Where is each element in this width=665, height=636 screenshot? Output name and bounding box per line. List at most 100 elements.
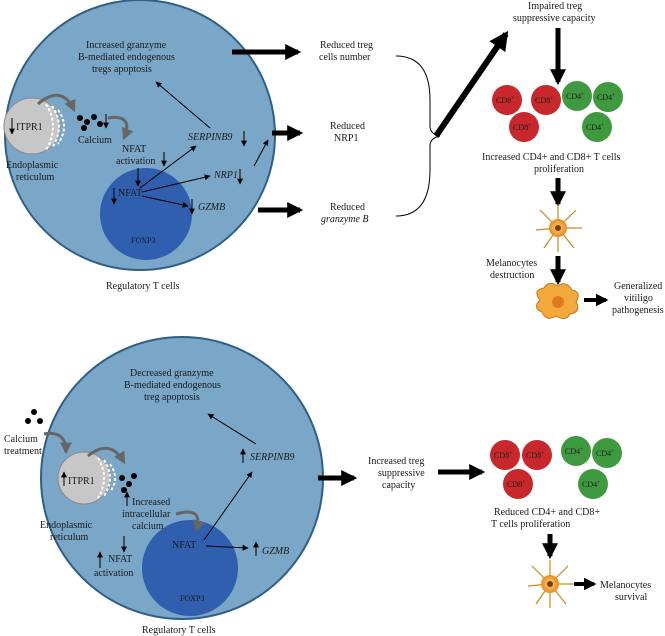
- top-cd4-cell-2: [593, 82, 623, 112]
- bottom-cd4-cell-3: [578, 469, 608, 499]
- top-er-label-1: Endoplasmic: [6, 160, 59, 171]
- top-foxp3-label: FOXP3: [131, 236, 155, 245]
- svg-text:CD4+: CD4+: [596, 449, 615, 458]
- bottom-nfat-activation-1: NFAT: [108, 554, 132, 565]
- top-reduced-treg-1: Reduced treg: [320, 40, 373, 51]
- bottom-cell-label: Regulatory T cells: [142, 625, 216, 636]
- top-damaged-melanocyte: [536, 282, 579, 320]
- top-reduced-nrp1-2: NRP1: [334, 133, 358, 144]
- top-vitiligo-3: pathogenesis: [612, 305, 664, 316]
- bottom-serpinb9-label: SERPINB9: [250, 452, 294, 463]
- bottom-cd8-cell-3: [503, 469, 533, 499]
- top-cd8-cell-1: [492, 85, 522, 115]
- top-nfat-to-serpinb9-arrow: [139, 145, 197, 189]
- top-nfat-to-gzmb-arrow: [141, 195, 189, 208]
- bottom-nfat-to-gzmb-arrow: [205, 544, 249, 551]
- bottom-tcell-cluster: CD8+ CD8+ CD8+ CD4+ CD4+ CD4+: [490, 436, 622, 499]
- bottom-apoptosis-line-1: Decreased granzyme: [130, 368, 214, 379]
- top-nucleus: [100, 168, 192, 260]
- top-er-curved-arrow: [37, 93, 76, 113]
- bottom-increased-calcium-1: Increased: [132, 497, 170, 508]
- bottom-increased-treg-3: capacity: [382, 480, 415, 491]
- bottom-increased-calcium-2: intracellular: [122, 509, 171, 520]
- svg-text:CD4+: CD4+: [586, 123, 605, 132]
- bottom-calcium-treatment-2: treatment: [4, 446, 42, 457]
- top-panel: FOXP3 ITPR1 Calcium NFAT activation Endo…: [3, 0, 664, 320]
- bottom-endoplasmic-reticulum: [57, 451, 116, 505]
- top-apoptosis-line-1: Increased granzyme: [86, 40, 167, 51]
- top-calcium-curved-arrow: [107, 115, 134, 141]
- svg-text:CD8+: CD8+: [494, 451, 513, 460]
- top-melanocyte: [535, 204, 582, 252]
- bottom-proliferation-2: T cells proliferation: [491, 519, 570, 530]
- svg-text:CD4+: CD4+: [566, 92, 585, 101]
- bottom-nucleus: [142, 520, 238, 616]
- top-nfat-activation-label-2: activation: [116, 156, 155, 167]
- top-serpinb9-label: SERPINB9: [188, 132, 232, 143]
- top-apoptosis-line-3: tregs apoptosis: [92, 64, 152, 75]
- top-melanocytes-1: Melanocytes: [486, 258, 537, 269]
- bottom-cd4-cell-2: [592, 438, 622, 468]
- top-cell-label: Regulatory T cells: [106, 281, 180, 292]
- svg-text:CD8+: CD8+: [535, 96, 554, 105]
- top-reduced-granzyme-2: granzyme B: [321, 214, 369, 225]
- bottom-itpr1-label: ITPR1: [68, 476, 95, 487]
- top-cd4-cell-1: [562, 81, 592, 111]
- bottom-serpinb9-to-apoptosis-arrow: [207, 413, 257, 445]
- svg-text:CD8+: CD8+: [507, 480, 526, 489]
- bottom-er-label-1: Endoplasmic: [40, 520, 93, 531]
- bottom-increased-treg-2: suppressive: [378, 468, 425, 479]
- top-proliferation-2: proliferation: [534, 164, 584, 175]
- bottom-er-curved-arrow: [87, 446, 126, 465]
- top-diagonal-arrow: [433, 30, 509, 138]
- top-bracket: [395, 55, 441, 217]
- top-calcium-dots: [77, 114, 103, 131]
- bottom-foxp3-label: FOXP3: [180, 594, 204, 603]
- top-reduced-granzyme-1: Reduced: [330, 202, 365, 213]
- top-calcium-label: Calcium: [78, 135, 112, 146]
- bottom-cd8-cell-2: [522, 440, 552, 470]
- bottom-melanocyte: [527, 560, 574, 608]
- top-vitiligo-2: vitiligo: [624, 293, 653, 304]
- bottom-calcium-treatment-1: Calcium: [4, 434, 38, 445]
- bottom-calcium-dots: [119, 473, 137, 493]
- svg-text:CD8+: CD8+: [526, 451, 545, 460]
- bottom-panel: FOXP3 Calcium treatment ITPR1 Increased …: [4, 336, 651, 636]
- top-proliferation-1: Increased CD4+ and CD8+ T cells: [482, 152, 620, 163]
- svg-text:CD8+: CD8+: [496, 96, 515, 105]
- top-serpinb9-to-apoptosis-arrow: [155, 81, 211, 129]
- top-reduced-nrp1-1: Reduced: [330, 121, 365, 132]
- top-nrp1-to-out-arrow: [253, 139, 269, 167]
- bottom-calcium-treatment-dots: [25, 409, 43, 424]
- top-nrp1-label: NRP1: [213, 170, 238, 181]
- top-itpr1-label: ITPR1: [16, 122, 43, 133]
- top-cd8-cell-3: [509, 112, 539, 142]
- top-nfat-activation-label-1: NFAT: [122, 144, 146, 155]
- svg-text:CD4+: CD4+: [582, 480, 601, 489]
- top-impaired-2: suppressive capacity: [513, 13, 595, 24]
- bottom-nfat-label: NFAT: [172, 540, 196, 551]
- svg-text:CD8+: CD8+: [513, 123, 532, 132]
- bottom-gzmb-label: GZMB: [262, 546, 289, 557]
- top-reduced-treg-2: cells number: [319, 52, 371, 63]
- svg-text:CD4+: CD4+: [565, 447, 584, 456]
- bottom-cd4-cell-1: [561, 436, 591, 466]
- bottom-er-label-2: reticulum: [50, 532, 89, 543]
- top-endoplasmic-reticulum: [3, 97, 65, 155]
- top-cd8-cell-2: [531, 85, 561, 115]
- top-cd4-cell-3: [582, 112, 612, 142]
- top-nfat-label: NFAT: [118, 188, 142, 199]
- top-melanocytes-2: destruction: [490, 270, 534, 281]
- bottom-increased-treg-1: Increased treg: [368, 456, 424, 467]
- bottom-nfat-to-serpinb9-arrow: [203, 471, 253, 541]
- bottom-increased-calcium-3: calcium: [132, 521, 164, 532]
- bottom-apoptosis-line-2: B-mediated endogenous: [124, 380, 221, 391]
- top-er-label-2: reticulum: [16, 172, 55, 183]
- bottom-calcium-entry-arrow: [43, 431, 72, 455]
- bottom-nfat-activation-2: activation: [94, 568, 133, 579]
- top-tcell-cluster: CD8+ CD8+ CD8+ CD4+ CD4+ CD4+: [492, 81, 623, 142]
- top-vitiligo-1: Generalized: [614, 281, 662, 292]
- bottom-melanocytes-1: Melanocytes: [600, 580, 651, 591]
- top-impaired-1: Impaired treg: [528, 1, 582, 12]
